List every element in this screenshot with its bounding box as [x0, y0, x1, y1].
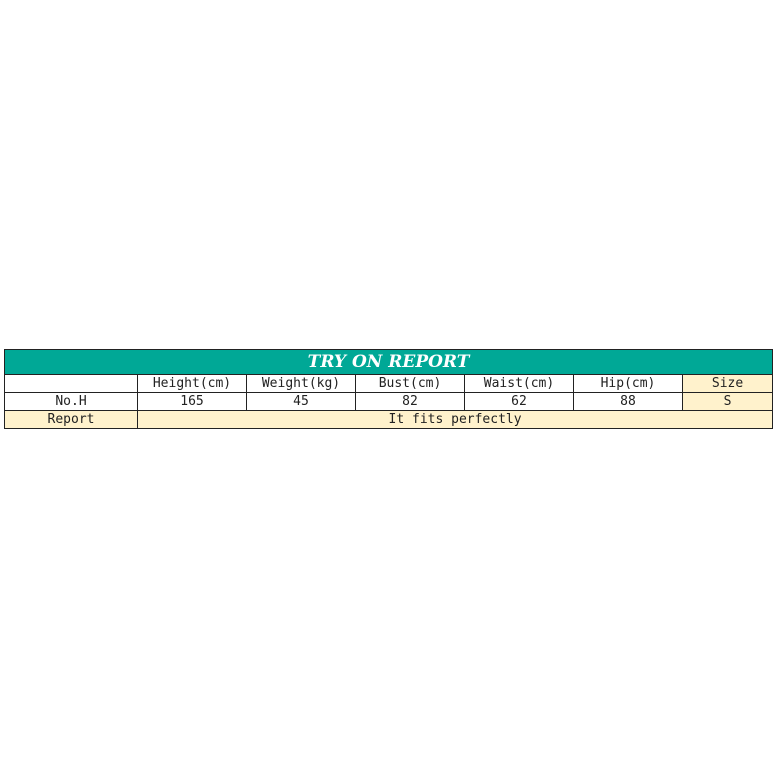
size-value: S	[681, 392, 774, 411]
report-title: TRY ON REPORT	[3, 349, 774, 375]
header-bust: Bust(cm)	[355, 374, 465, 393]
try-on-report-table: TRY ON REPORT Height(cm) Weight(kg) Bust…	[3, 349, 774, 429]
header-row: Height(cm) Weight(kg) Bust(cm) Waist(cm)…	[4, 374, 774, 393]
waist-value: 62	[464, 392, 574, 411]
table-row: No.H 165 45 82 62 88 S	[4, 392, 774, 411]
report-row: Report It fits perfectly	[4, 410, 774, 429]
bust-value: 82	[355, 392, 465, 411]
report-label: Report	[4, 410, 138, 429]
header-hip: Hip(cm)	[573, 374, 683, 393]
title-row: TRY ON REPORT	[3, 349, 774, 375]
report-text: It fits perfectly	[136, 410, 774, 429]
header-height: Height(cm)	[137, 374, 247, 393]
header-weight: Weight(kg)	[246, 374, 356, 393]
header-size: Size	[681, 374, 774, 393]
height-value: 165	[137, 392, 247, 411]
hip-value: 88	[573, 392, 683, 411]
weight-value: 45	[246, 392, 356, 411]
header-cell-empty	[4, 374, 138, 393]
model-name: No.H	[4, 392, 138, 411]
header-waist: Waist(cm)	[464, 374, 574, 393]
